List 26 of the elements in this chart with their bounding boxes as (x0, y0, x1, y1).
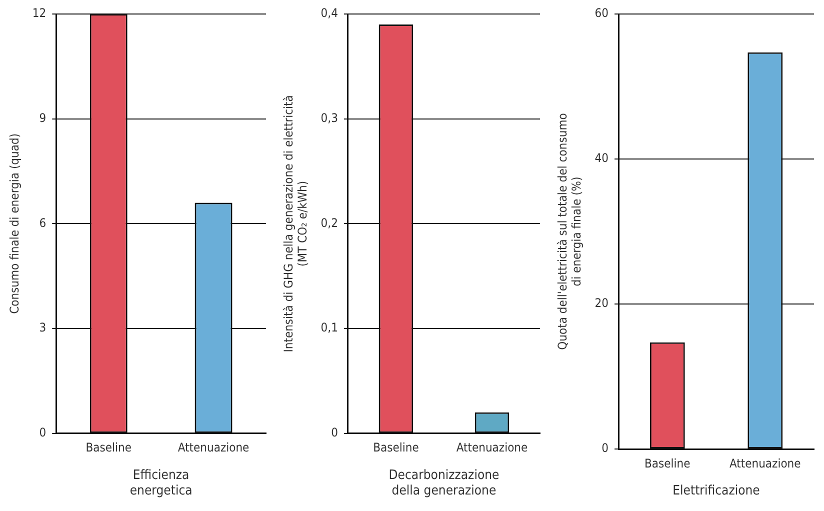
x-tick-label: Baseline (86, 440, 132, 455)
x-axis-title: Efficienza energetica (130, 468, 192, 499)
y-tick-label: 0,3 (320, 110, 338, 125)
y-axis-title: Intensità di GHG nella generazione di elettricità (MT CO₂ e/kWh) (281, 95, 310, 352)
y-tick-label: 0,1 (320, 320, 338, 335)
y-tick-label: 20 (594, 296, 609, 310)
y-tick-label: 12 (32, 6, 46, 20)
y-tick-label: 3 (39, 320, 46, 335)
y-tick-label: 0 (331, 426, 338, 440)
y-tick-label: 60 (594, 6, 609, 20)
y-tick-label: 9 (39, 110, 46, 125)
y-tick-label: 0 (39, 426, 46, 440)
y-tick-label: 0,4 (320, 6, 338, 20)
x-tick-label: Attenuazione (178, 440, 250, 455)
y-tick-label: 0,2 (320, 216, 338, 230)
x-axis-title: Decarbonizzazione della generazione (388, 468, 500, 499)
x-tick-label: Attenuazione (456, 440, 528, 455)
y-axis-title: Consumo finale di energia (quad) (7, 133, 22, 314)
x-axis-title: Elettrificazione (672, 484, 760, 499)
y-tick-label: 40 (594, 151, 609, 166)
x-tick-label: Attenuazione (729, 456, 802, 470)
y-tick-label: 0 (602, 441, 609, 456)
y-axis-title: Quota dell'elettricità sul totale del consumo di energia finale (%) (555, 112, 584, 350)
x-tick-label: Baseline (373, 440, 420, 455)
x-tick-label: Baseline (644, 456, 691, 470)
y-tick-label: 6 (39, 216, 46, 230)
